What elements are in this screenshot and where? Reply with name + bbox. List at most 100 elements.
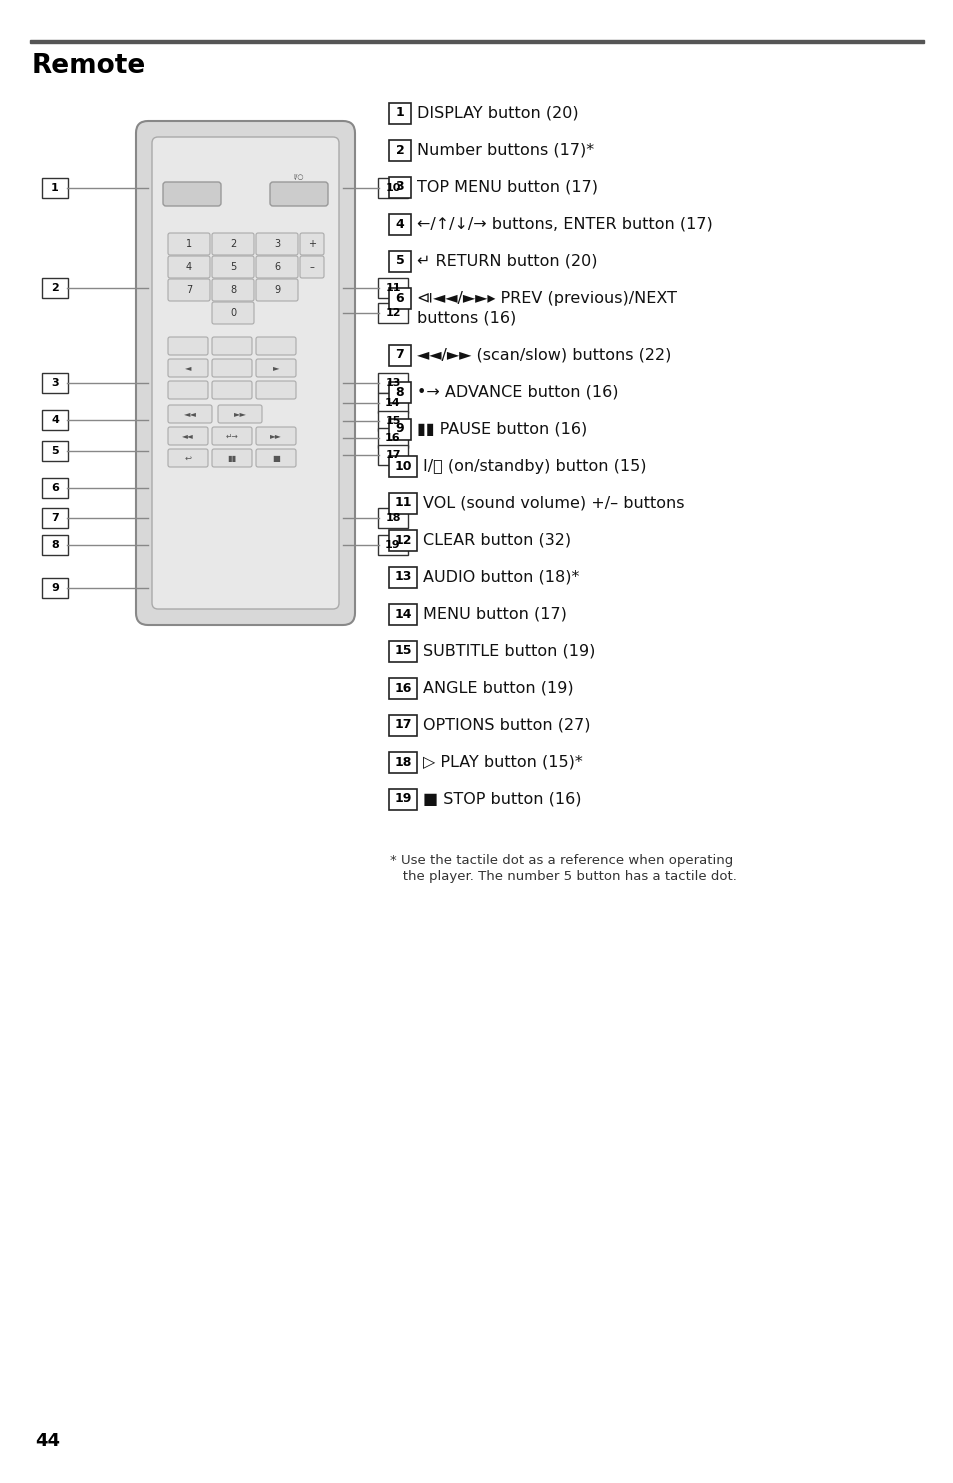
Text: 7: 7: [186, 285, 192, 295]
FancyBboxPatch shape: [389, 529, 416, 550]
Text: ↵→: ↵→: [226, 432, 238, 440]
Text: Number buttons (17)*: Number buttons (17)*: [416, 142, 594, 157]
Text: 10: 10: [394, 460, 412, 473]
Bar: [30, 40, 923, 43]
FancyBboxPatch shape: [255, 337, 295, 354]
Text: ANGLE button (19): ANGLE button (19): [422, 681, 573, 696]
FancyBboxPatch shape: [389, 418, 411, 439]
Text: 5: 5: [230, 262, 236, 271]
FancyBboxPatch shape: [212, 279, 253, 301]
FancyBboxPatch shape: [212, 337, 252, 354]
FancyBboxPatch shape: [168, 381, 208, 399]
Text: ◄◄/►► (scan/slow) buttons (22): ◄◄/►► (scan/slow) buttons (22): [416, 347, 671, 362]
FancyBboxPatch shape: [42, 178, 68, 199]
FancyBboxPatch shape: [168, 337, 208, 354]
FancyBboxPatch shape: [377, 178, 408, 199]
Text: ←/↑/↓/→ buttons, ENTER button (17): ←/↑/↓/→ buttons, ENTER button (17): [416, 217, 712, 231]
FancyBboxPatch shape: [389, 381, 411, 402]
Text: CLEAR button (32): CLEAR button (32): [422, 532, 571, 547]
Text: ◄◄: ◄◄: [183, 409, 196, 418]
FancyBboxPatch shape: [42, 509, 68, 528]
Text: 15: 15: [385, 417, 400, 426]
FancyBboxPatch shape: [389, 176, 411, 197]
Text: 16: 16: [385, 433, 400, 443]
FancyBboxPatch shape: [389, 492, 416, 513]
FancyBboxPatch shape: [389, 455, 416, 476]
Text: •→ ADVANCE button (16): •→ ADVANCE button (16): [416, 384, 618, 399]
Text: 10: 10: [385, 182, 400, 193]
FancyBboxPatch shape: [377, 445, 408, 466]
FancyBboxPatch shape: [389, 102, 411, 123]
FancyBboxPatch shape: [389, 567, 416, 587]
Text: 6: 6: [395, 292, 404, 304]
Text: ▮▮ PAUSE button (16): ▮▮ PAUSE button (16): [416, 421, 587, 436]
Text: ◄: ◄: [185, 363, 191, 372]
Text: ▮▮: ▮▮: [227, 454, 236, 463]
FancyBboxPatch shape: [212, 427, 252, 445]
Text: 9: 9: [51, 583, 59, 593]
Text: ■: ■: [272, 454, 279, 463]
FancyBboxPatch shape: [389, 344, 411, 365]
Text: 3: 3: [274, 239, 280, 249]
FancyBboxPatch shape: [152, 136, 338, 610]
Text: DISPLAY button (20): DISPLAY button (20): [416, 105, 578, 120]
Text: 6: 6: [51, 483, 59, 492]
FancyBboxPatch shape: [255, 233, 297, 255]
FancyBboxPatch shape: [255, 381, 295, 399]
Text: 2: 2: [395, 144, 404, 157]
FancyBboxPatch shape: [168, 359, 208, 377]
Text: 11: 11: [385, 283, 400, 294]
Text: 16: 16: [394, 682, 412, 694]
FancyBboxPatch shape: [377, 393, 408, 412]
FancyBboxPatch shape: [255, 359, 295, 377]
FancyBboxPatch shape: [389, 641, 416, 661]
FancyBboxPatch shape: [377, 429, 408, 448]
FancyBboxPatch shape: [255, 257, 297, 277]
FancyBboxPatch shape: [212, 381, 252, 399]
FancyBboxPatch shape: [389, 604, 416, 624]
Text: the player. The number 5 button has a tactile dot.: the player. The number 5 button has a ta…: [390, 871, 736, 882]
Text: 7: 7: [395, 349, 404, 362]
Text: AUDIO button (18)*: AUDIO button (18)*: [422, 569, 578, 584]
Text: ◄◄: ◄◄: [182, 432, 193, 440]
Text: * Use the tactile dot as a reference when operating: * Use the tactile dot as a reference whe…: [390, 854, 733, 868]
Text: Remote: Remote: [32, 53, 146, 79]
FancyBboxPatch shape: [270, 182, 328, 206]
Text: 19: 19: [394, 792, 412, 805]
FancyBboxPatch shape: [299, 257, 324, 277]
Text: 9: 9: [395, 423, 404, 436]
Text: 11: 11: [394, 497, 412, 510]
FancyBboxPatch shape: [42, 535, 68, 555]
Text: SUBTITLE button (19): SUBTITLE button (19): [422, 644, 595, 658]
FancyBboxPatch shape: [299, 233, 324, 255]
Text: 14: 14: [394, 608, 412, 620]
FancyBboxPatch shape: [218, 405, 262, 423]
FancyBboxPatch shape: [168, 427, 208, 445]
FancyBboxPatch shape: [377, 535, 408, 555]
Text: buttons (16): buttons (16): [416, 310, 516, 325]
Text: ▷ PLAY button (15)*: ▷ PLAY button (15)*: [422, 755, 582, 770]
FancyBboxPatch shape: [212, 303, 253, 323]
FancyBboxPatch shape: [168, 405, 212, 423]
Text: 2: 2: [230, 239, 236, 249]
FancyBboxPatch shape: [389, 752, 416, 773]
FancyBboxPatch shape: [42, 409, 68, 430]
FancyBboxPatch shape: [212, 359, 252, 377]
FancyBboxPatch shape: [42, 578, 68, 598]
Text: ►►: ►►: [270, 432, 281, 440]
Text: 44: 44: [35, 1433, 60, 1450]
Text: 1: 1: [395, 107, 404, 120]
FancyBboxPatch shape: [377, 509, 408, 528]
FancyBboxPatch shape: [255, 427, 295, 445]
Text: ⧏◄◄/►►▸ PREV (previous)/NEXT: ⧏◄◄/►►▸ PREV (previous)/NEXT: [416, 291, 677, 305]
Text: TOP MENU button (17): TOP MENU button (17): [416, 179, 598, 194]
Text: 4: 4: [186, 262, 192, 271]
FancyBboxPatch shape: [255, 449, 295, 467]
FancyBboxPatch shape: [255, 279, 297, 301]
FancyBboxPatch shape: [389, 251, 411, 271]
Text: 18: 18: [394, 755, 412, 768]
FancyBboxPatch shape: [377, 374, 408, 393]
Text: –: –: [309, 262, 314, 271]
Text: 15: 15: [394, 645, 412, 657]
Text: 5: 5: [395, 255, 404, 267]
